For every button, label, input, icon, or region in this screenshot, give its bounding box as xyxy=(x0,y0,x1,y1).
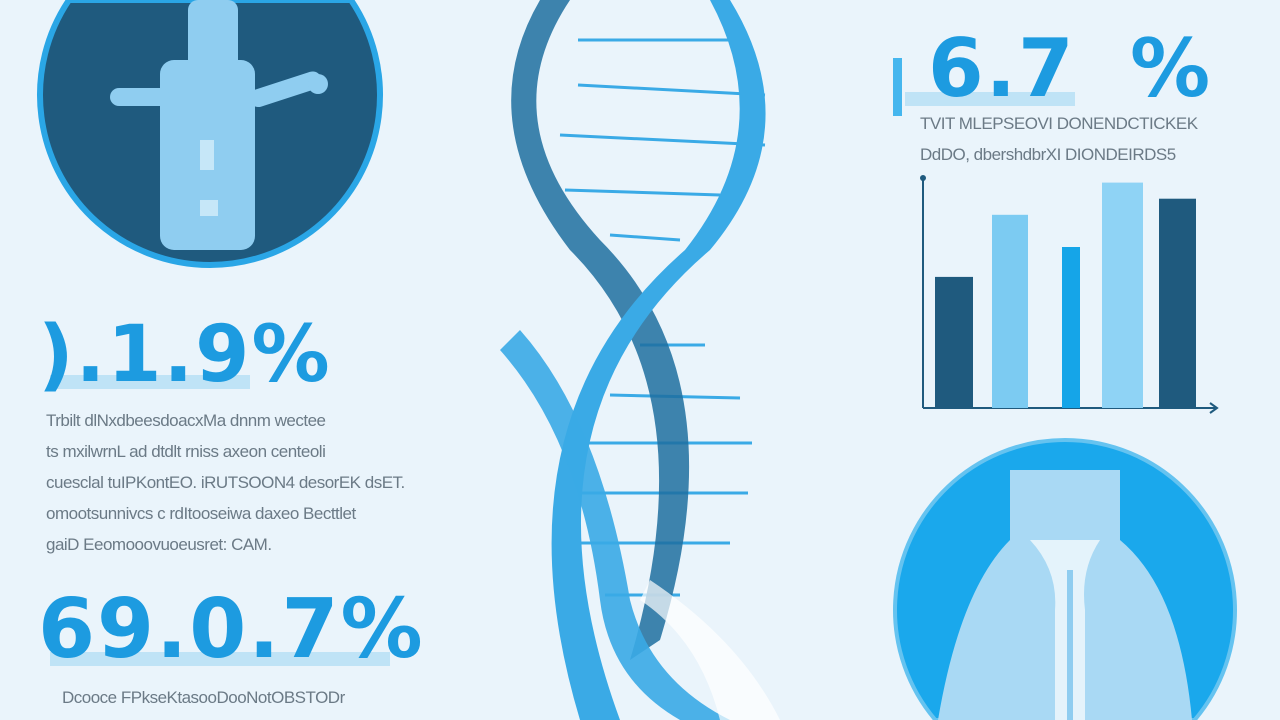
y-axis-cap xyxy=(920,175,926,181)
text-line: cuesclal tuIPKontEO. iRUTSOON4 desorEK d… xyxy=(46,473,405,492)
spine-icon xyxy=(938,470,1192,720)
bar-4 xyxy=(1102,182,1143,408)
stat-suffix: % xyxy=(1130,22,1213,115)
text-line: DdDO, dbershdbrXI DIONDEIRDS5 xyxy=(920,145,1176,164)
bar-3 xyxy=(1062,247,1080,408)
text-line: TVIT MLEPSEOVI DONENDCTICKEK xyxy=(920,114,1198,133)
stat-underline xyxy=(50,652,390,666)
stat-value: 6.7 xyxy=(928,22,1076,115)
x-axis-arrow-icon xyxy=(1209,402,1219,414)
text-line: Trbilt dlNxdbeesdoacxMa dnnm wectee xyxy=(46,411,326,430)
stat-description: TVIT MLEPSEOVI DONENDCTICKEK DdDO, dbers… xyxy=(920,108,1198,170)
bar-1 xyxy=(935,276,973,408)
human-figure-icon xyxy=(110,0,328,250)
text-line: omootsunnivcs c rdItooseiwa daxeo Becttl… xyxy=(46,504,356,523)
bar-2 xyxy=(992,214,1028,408)
dna-helix-icon xyxy=(500,0,780,720)
stat-description: Trbilt dlNxdbeesdoacxMa dnnm wectee ts m… xyxy=(46,405,405,560)
stat-value: 69.0.7% xyxy=(38,582,425,677)
text-line: ts mxilwrnL ad dtdlt rniss axeon centeol… xyxy=(46,442,326,461)
bar-chart xyxy=(920,175,1219,414)
stat-description: Dcooce FPkseKtasooDooNotOBSTODr xyxy=(62,684,345,712)
stat-value: ).1.9% xyxy=(38,310,332,400)
human-figure-illustration xyxy=(37,0,383,268)
stat-marker xyxy=(893,58,902,116)
text-line: Dcooce FPkseKtasooDooNotOBSTODr xyxy=(62,688,345,707)
bar-5 xyxy=(1159,198,1196,408)
stat-underline xyxy=(905,92,1075,106)
stat-underline xyxy=(50,375,250,389)
spine-illustration xyxy=(893,437,1237,720)
text-line: gaiD Eeomooovuoeusret: CAM. xyxy=(46,535,272,554)
